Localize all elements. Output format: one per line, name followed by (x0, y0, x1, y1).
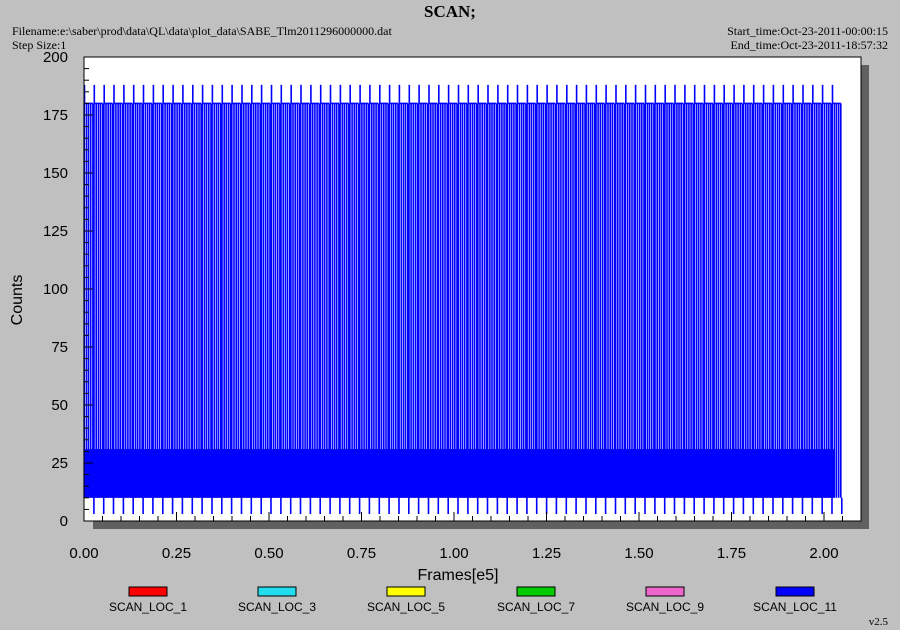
x-tick-label: 1.50 (624, 545, 653, 562)
filename-label: Filename:e:\saber\prod\data\QL\data\plot… (12, 24, 392, 38)
legend-swatch (257, 586, 297, 597)
version-label: v2.5 (868, 616, 888, 628)
y-tick-label: 50 (51, 397, 68, 414)
legend-label: SCAN_LOC_1 (109, 600, 187, 614)
x-tick-label: 2.00 (809, 545, 838, 562)
y-tick-label: 175 (43, 107, 68, 124)
time-info: Start_time:Oct-23-2011-00:00:15 End_time… (727, 24, 888, 52)
x-tick-label: 0.75 (347, 545, 376, 562)
x-tick-label: 1.00 (439, 545, 468, 562)
legend-swatch (645, 586, 685, 597)
start-time-label: Start_time:Oct-23-2011-00:00:15 (727, 24, 888, 38)
legend-swatch (516, 586, 556, 597)
legend-label: SCAN_LOC_11 (753, 600, 837, 614)
y-tick-label: 150 (43, 165, 68, 182)
data-layer (83, 84, 843, 515)
legend-label: SCAN_LOC_7 (497, 600, 575, 614)
x-tick-label: 1.75 (717, 545, 746, 562)
x-tick-label: 0.25 (162, 545, 191, 562)
y-tick-label: 125 (43, 223, 68, 240)
legend-swatch (775, 586, 815, 597)
legend-swatch (128, 586, 168, 597)
y-tick-label: 25 (51, 455, 68, 472)
y-tick-label: 100 (43, 281, 68, 298)
axes-layer: 0.00 0.25 0.50 0.75 1.00 1.25 1.50 1.75 2.00 0 25 5… (43, 49, 861, 562)
end-time-label: End_time:Oct-23-2011-18:57:32 (730, 38, 888, 52)
scan-loc-11-band (84, 449, 836, 498)
x-tick-label: 1.25 (532, 545, 561, 562)
y-axis-label: Counts (9, 275, 26, 326)
y-tick-label: 75 (51, 339, 68, 356)
x-tick-label: 0.50 (254, 545, 283, 562)
y-tick-label: 200 (43, 49, 68, 66)
step-size-label: Step Size:1 (12, 38, 67, 52)
x-tick-label: 0.00 (69, 545, 98, 562)
y-tick-label: 0 (60, 513, 68, 530)
legend-label: SCAN_LOC_5 (367, 600, 445, 614)
legend-swatch (386, 586, 426, 597)
chart-title: SCAN; (424, 2, 476, 21)
legend-label: SCAN_LOC_3 (238, 600, 316, 614)
legend-label: SCAN_LOC_9 (626, 600, 704, 614)
legend: SCAN_LOC_1 SCAN_LOC_3 SCAN_LOC_5 SCAN_LOC_7… (109, 586, 837, 614)
x-axis-label: Frames[e5] (418, 567, 499, 584)
file-info: Filename:e:\saber\prod\data\QL\data\plot… (12, 24, 392, 52)
